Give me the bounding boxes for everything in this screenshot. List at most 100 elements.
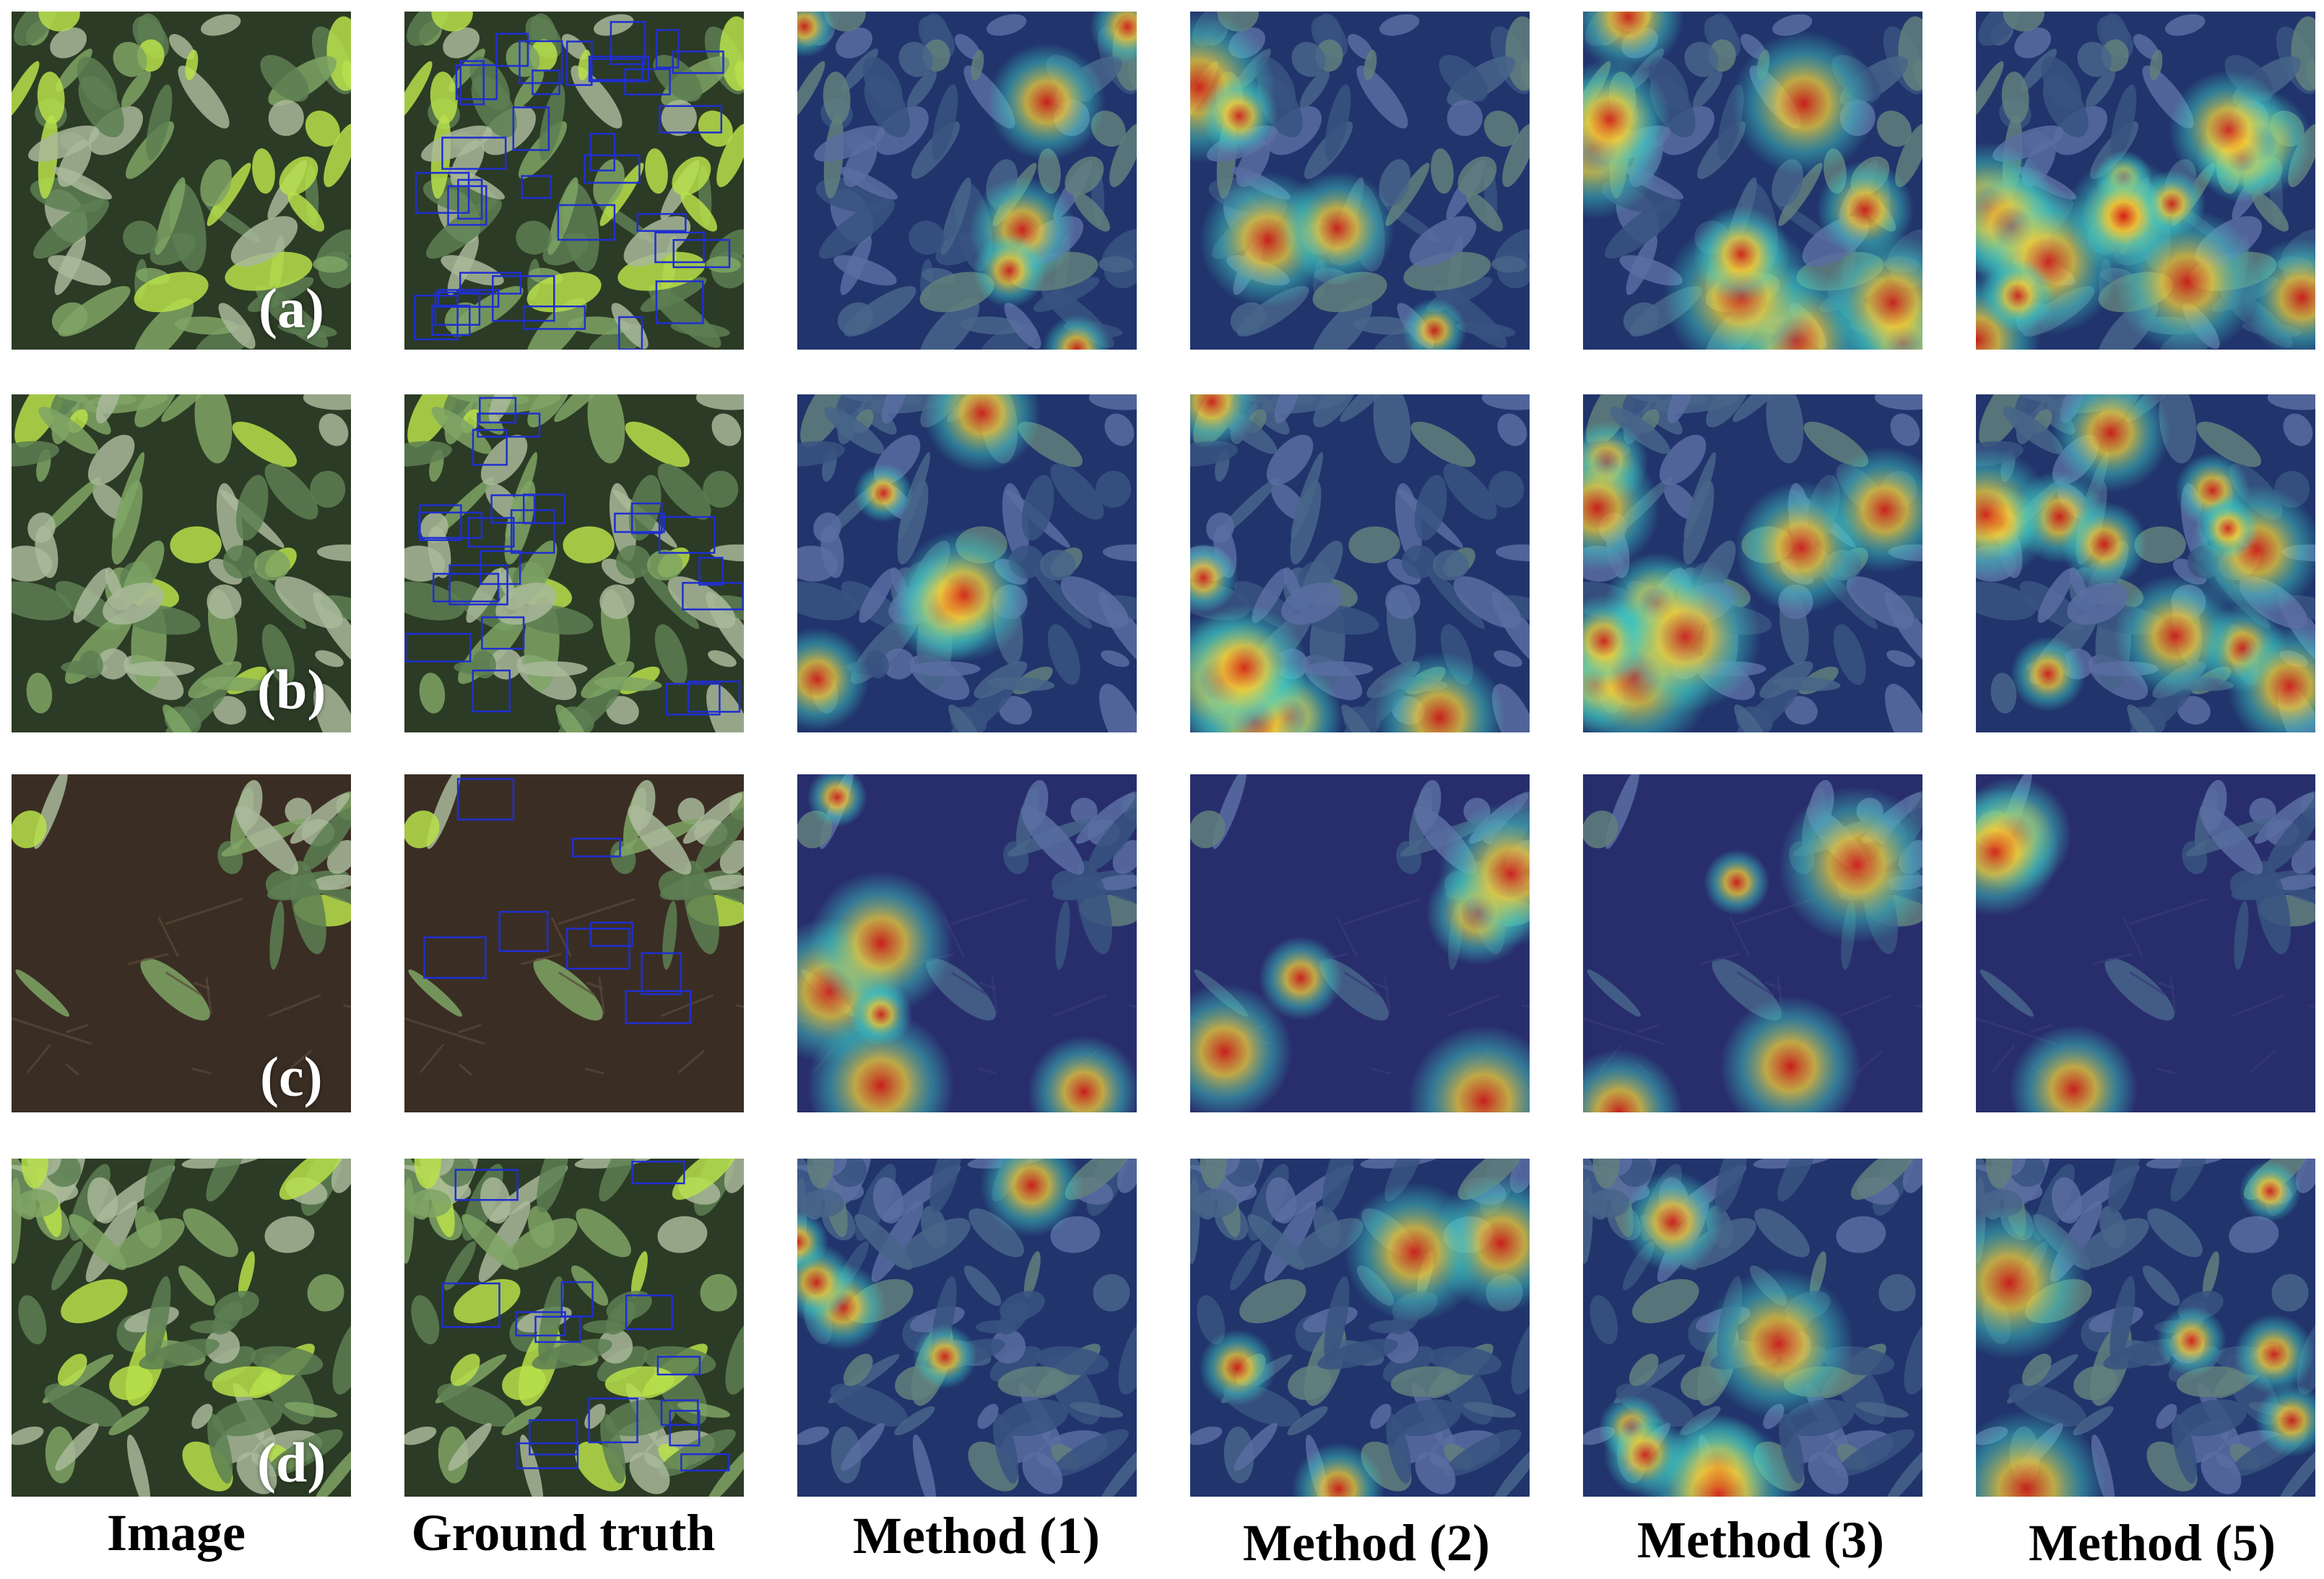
ground-truth-box [588,1397,638,1444]
tile-a-ground-truth [404,12,744,350]
ground-truth-box [472,428,508,466]
ground-truth-box [431,304,471,336]
ground-truth-box [625,1294,673,1331]
leaf-photo [12,774,351,1112]
ground-truth-box [631,1160,685,1185]
tile-d-ground-truth [404,1159,744,1497]
row-label-c: (c) [260,1045,323,1108]
ground-truth-box [472,669,511,713]
heatmap-overlay [1583,1159,1922,1497]
ground-truth-box [418,511,483,539]
ground-truth-box [624,68,671,96]
tile-a-method-3 [1583,12,1922,350]
row-label-d: (d) [257,1431,326,1494]
ground-truth-box [610,21,646,66]
leaf-photo [12,12,351,350]
ground-truth-box [434,291,481,326]
heatmap-overlay [1190,12,1530,350]
ground-truth-box [565,927,630,970]
heatmap-overlay [1583,12,1922,350]
heatmap-overlay [1976,1159,2315,1497]
ground-truth-box [672,238,731,269]
tile-d-method-5 [1976,1159,2315,1497]
leaf-photo [12,1159,351,1497]
ground-truth-box [655,29,680,69]
ground-truth-box [521,175,552,199]
col-label-ground-truth: Ground truth [411,1504,716,1562]
ground-truth-box [433,573,500,602]
tile-b-method-3 [1583,394,1922,732]
tile-d-method-3 [1583,1159,1922,1497]
col-label-image: Image [107,1504,246,1562]
ground-truth-box [698,556,724,586]
ground-truth-box [687,680,741,713]
ground-truth-box [565,40,593,86]
tile-c-image [12,774,351,1112]
tile-c-method-3 [1583,774,1922,1112]
ground-truth-box [519,40,563,85]
tile-b-ground-truth [404,394,744,732]
tile-b-method-1 [797,394,1137,732]
ground-truth-box [481,616,525,650]
tile-a-image [12,12,351,350]
tile-c-method-1 [797,774,1137,1112]
heatmap-overlay [797,12,1137,350]
ground-truth-box [672,51,724,74]
col-label-method-5: Method (5) [2029,1514,2276,1572]
ground-truth-box [437,289,500,308]
ground-truth-box [447,185,487,226]
leaf-photo [404,1159,744,1497]
heatmap-overlay [797,394,1137,732]
ground-truth-box [467,516,515,548]
ground-truth-box [454,1169,519,1201]
heatmap-overlay [1190,774,1530,1112]
ground-truth-box [636,212,687,232]
ground-truth-box [625,990,692,1024]
tile-d-method-2 [1190,1159,1530,1497]
ground-truth-box [630,502,663,535]
tile-c-method-2 [1190,774,1530,1112]
ground-truth-box [614,512,665,533]
ground-truth-box [654,231,705,264]
ground-truth-box [589,132,615,172]
heatmap-overlay [1190,1159,1530,1497]
ground-truth-box [656,1356,701,1376]
ground-truth-box [516,1442,579,1469]
tile-b-image [12,394,351,732]
heatmap-overlay [1583,774,1922,1112]
col-label-method-2: Method (2) [1243,1514,1490,1572]
ground-truth-box [655,280,704,324]
ground-truth-box [512,106,550,151]
ground-truth-box [680,1453,730,1472]
tile-a-method-2 [1190,12,1530,350]
tile-c-method-5 [1976,774,2315,1112]
ground-truth-box [589,922,633,947]
heatmap-overlay [1976,12,2315,350]
ground-truth-box [669,1409,701,1447]
heatmap-overlay [1976,774,2315,1112]
ground-truth-box [480,550,521,585]
col-label-method-3: Method (3) [1637,1511,1884,1569]
ground-truth-box [479,397,517,424]
tile-d-image [12,1159,351,1497]
row-label-a: (a) [259,277,324,339]
leaf-photo [404,12,744,350]
ground-truth-box [641,952,682,995]
leaf-photo [404,394,744,732]
ground-truth-box [659,105,723,134]
leaf-photo [12,394,351,732]
tile-a-method-1 [797,12,1137,350]
ground-truth-box [532,69,560,95]
ground-truth-box [423,936,487,979]
row-label-b: (b) [257,658,326,721]
tile-b-method-2 [1190,394,1530,732]
ground-truth-box [522,493,565,524]
tile-d-method-1 [797,1159,1137,1497]
ground-truth-box [583,154,641,184]
ground-truth-box [441,137,507,170]
ground-truth-box [529,1419,578,1455]
ground-truth-box [457,178,483,220]
heatmap-overlay [797,1159,1137,1497]
tile-b-method-5 [1976,394,2315,732]
ground-truth-box [456,778,515,821]
